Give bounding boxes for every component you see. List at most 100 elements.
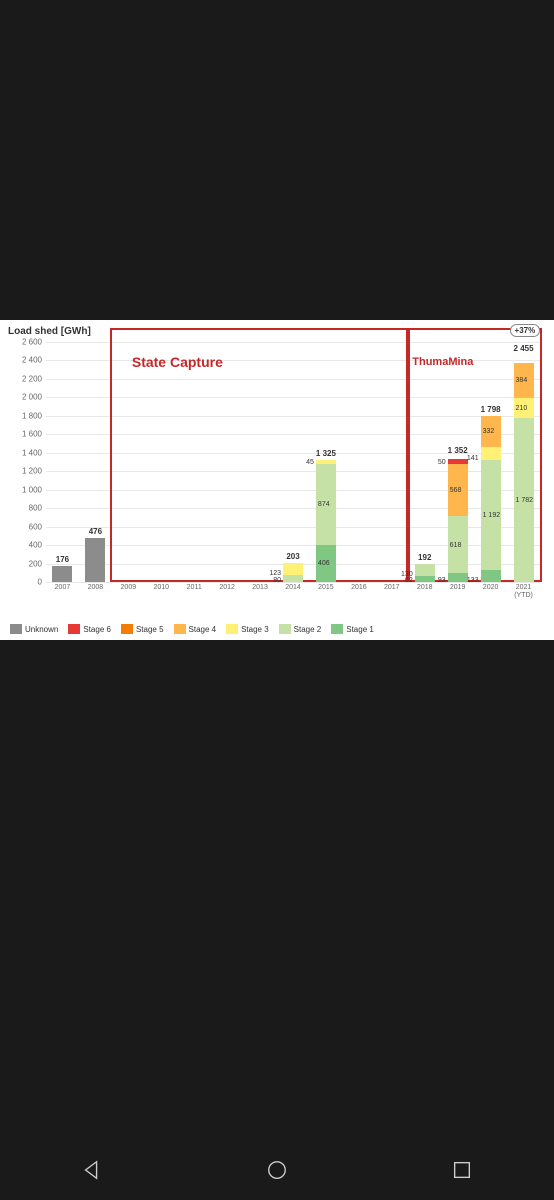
bar: 1331 1921413321 798 [481,416,501,582]
bar: 406874451 325 [316,460,336,582]
y-tick-label: 1 000 [22,485,42,494]
legend-label: Stage 2 [294,625,322,634]
y-axis-label: Load shed [GWh] [8,326,91,337]
segment-value-label: 1 192 [483,512,501,519]
bar-total-label: 2 455 [514,344,534,353]
bar-segment [316,460,336,464]
y-tick-label: 1 200 [22,467,42,476]
segment-value-label: 50 [438,459,446,466]
legend-swatch [68,624,80,634]
bar-segment [481,570,501,582]
segment-value-label: 332 [483,428,495,435]
legend: Unknown Stage 6 Stage 5 Stage 4 Stage 3 Stage… [10,624,544,634]
x-tick-label: 2008 [88,584,104,592]
region-label: State Capture [132,354,223,370]
y-tick-label: 2 600 [22,338,42,347]
bar: 62130192 [415,564,435,582]
legend-swatch [174,624,186,634]
bar-total-label: 1 325 [316,449,336,458]
x-tick-label: 2009 [121,584,137,592]
legend-item: Unknown [10,624,58,634]
bar-segment [448,573,468,582]
recent-icon[interactable] [451,1159,473,1181]
bar-total-label: 1 352 [448,446,468,455]
segment-value-label: 874 [318,501,330,508]
bar-segment [52,566,72,582]
bar-segment [283,575,303,582]
segment-value-label: 618 [450,542,462,549]
legend-swatch [226,624,238,634]
legend-swatch [10,624,22,634]
legend-item: Stage 4 [174,624,217,634]
legend-item: Stage 1 [331,624,374,634]
legend-label: Stage 6 [83,625,111,634]
segment-value-label: 406 [318,560,330,567]
y-tick-label: 800 [29,504,42,513]
legend-label: Unknown [25,625,58,634]
region-label: ThumaMina [412,356,473,368]
x-tick-label: 2021(YTD) [514,584,533,599]
segment-value-label: 133 [467,577,479,584]
bar: 80123203 [283,563,303,582]
y-tick-label: 2 400 [22,356,42,365]
bar-total-label: 192 [418,553,431,562]
back-icon[interactable] [81,1159,103,1181]
grid-line [46,582,540,583]
legend-item: Stage 3 [226,624,269,634]
y-tick-label: 1 800 [22,411,42,420]
bar-total-label: 1 798 [481,405,501,414]
bar-segment [85,538,105,582]
x-tick-label: 2015 [318,584,334,592]
segment-value-label: 141 [467,455,479,462]
x-tick-label: 2016 [351,584,367,592]
legend-item: Stage 6 [68,624,111,634]
x-tick-label: 2020 [483,584,499,592]
x-tick-label: 2017 [384,584,400,592]
bar-total-label: 176 [56,555,69,564]
bar-total-label: 203 [286,552,299,561]
segment-value-label: 123 [269,570,281,577]
bar-total-label: 476 [89,527,102,536]
y-tick-label: 2 200 [22,374,42,383]
legend-item: Stage 5 [121,624,164,634]
legend-swatch [331,624,343,634]
x-tick-label: 2019 [450,584,466,592]
segment-value-label: 568 [450,487,462,494]
y-tick-label: 2 000 [22,393,42,402]
bar-segment [283,563,303,574]
x-tick-label: 2018 [417,584,433,592]
segment-value-label: 1 782 [516,497,534,504]
x-tick-label: 2011 [187,584,202,592]
bar: 176 [52,566,72,582]
x-tick-label: 2014 [285,584,301,592]
segment-value-label: 80 [273,577,281,584]
bar-segment [415,564,435,576]
android-nav-bar [0,1140,554,1200]
segment-value-label: 45 [306,459,314,466]
legend-label: Stage 1 [346,625,374,634]
bar-segment [481,447,501,460]
x-tick-label: 2013 [252,584,268,592]
legend-label: Stage 3 [241,625,269,634]
bar: 93618568501 352 [448,457,468,582]
home-icon[interactable] [266,1159,288,1181]
legend-swatch [121,624,133,634]
y-tick-label: 0 [38,578,42,587]
y-tick-label: 200 [29,559,42,568]
x-tick-label: 2007 [55,584,71,592]
bar: 1 7822103842 455 [514,355,534,582]
segment-value-label: 130 [401,571,413,578]
segment-value-label: 384 [516,377,528,384]
bar: 476 [85,538,105,582]
x-tick-label: 2010 [153,584,169,592]
y-tick-label: 400 [29,541,42,550]
legend-item: Stage 2 [279,624,322,634]
growth-badge: +37% [510,324,541,337]
legend-swatch [279,624,291,634]
bar-segment [448,459,468,464]
legend-label: Stage 5 [136,625,164,634]
legend-label: Stage 4 [189,625,217,634]
segment-value-label: 210 [516,405,528,412]
y-tick-label: 1 400 [22,448,42,457]
segment-value-label: 93 [438,577,446,584]
